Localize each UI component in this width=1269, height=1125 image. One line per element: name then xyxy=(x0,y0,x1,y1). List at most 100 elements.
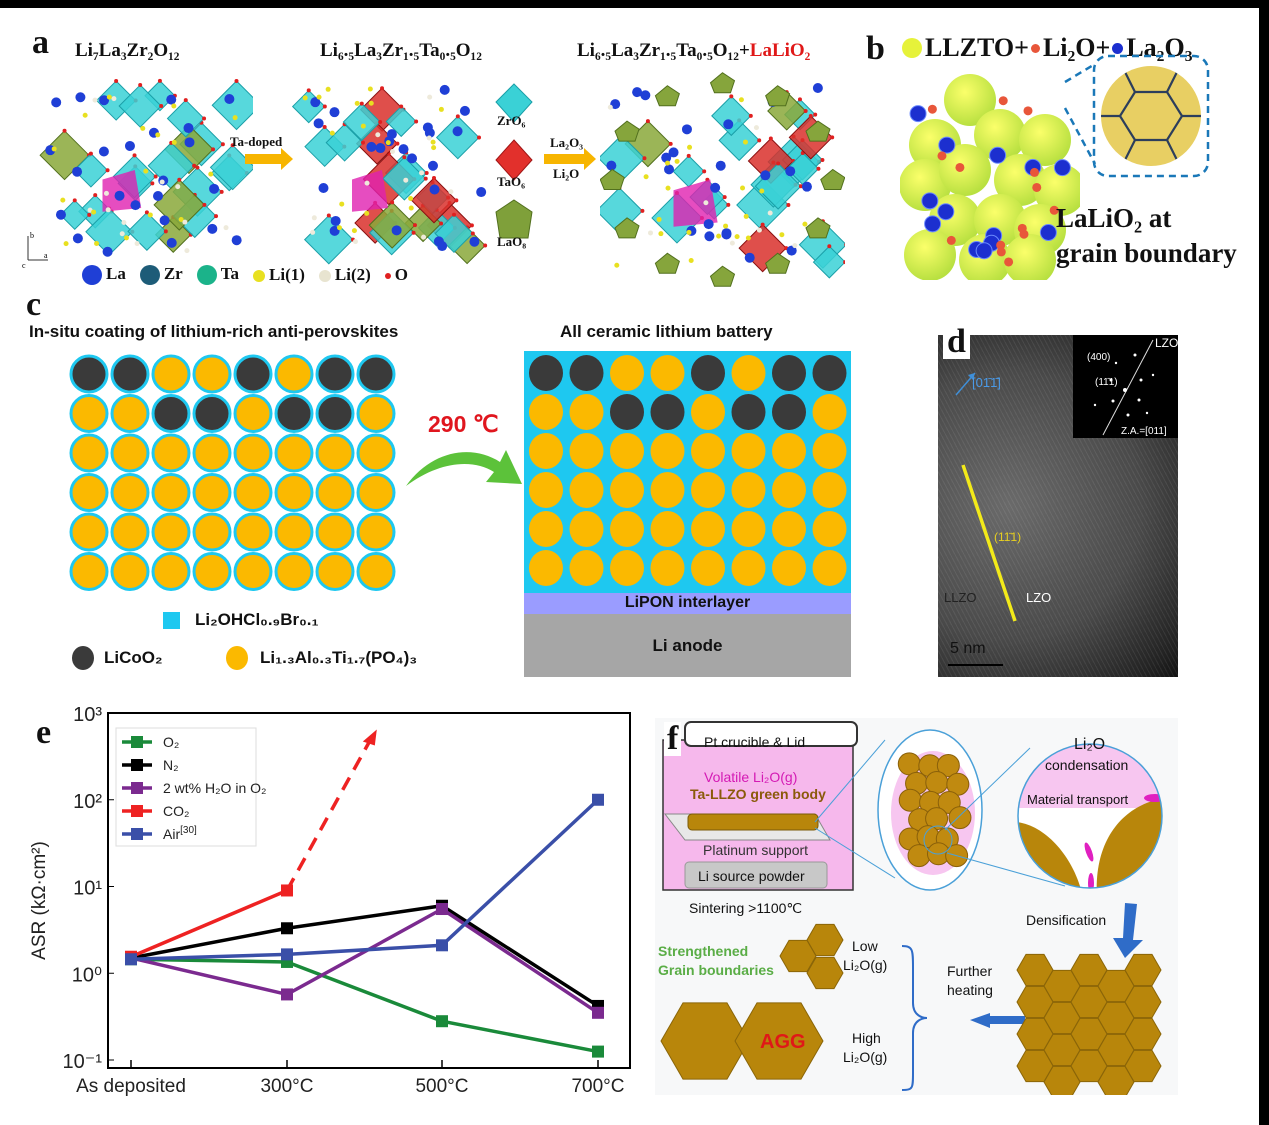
li-source-label: Li source powder xyxy=(698,868,805,884)
latp-particle xyxy=(731,472,766,508)
li2o-particle xyxy=(998,96,1008,106)
green-body-label: Ta-LLZO green body xyxy=(690,786,826,802)
li-atom xyxy=(779,232,785,238)
la-atom xyxy=(723,119,734,130)
li-atom xyxy=(119,231,125,237)
li-atom xyxy=(686,229,692,235)
latp-particle xyxy=(110,473,150,512)
lalio2-cluster xyxy=(765,85,791,107)
oxygen-atom xyxy=(159,104,164,109)
li2o-particle xyxy=(1004,257,1014,267)
licoo2-particle xyxy=(151,394,191,433)
li-atom xyxy=(716,233,722,239)
lalio2-caption-line2: grain boundary xyxy=(1056,238,1237,268)
licoo2-particle xyxy=(110,354,150,394)
latp-particle xyxy=(192,512,232,552)
la-atom xyxy=(715,160,726,171)
li-atom xyxy=(316,94,322,100)
high-li2o-line2: Li₂O(g) xyxy=(843,1049,888,1065)
y-tick-label: 10⁰ xyxy=(72,964,102,986)
li2o-particle xyxy=(996,247,1006,257)
series-line-2 xyxy=(130,906,599,1015)
oxygen-atom xyxy=(177,177,182,182)
oxygen-atom xyxy=(424,171,429,176)
scale-bar-label: 5 nm xyxy=(950,640,986,657)
li-atom xyxy=(403,177,409,183)
latp-particle xyxy=(731,550,766,586)
la-atom xyxy=(98,146,109,157)
crystal-structure-composite xyxy=(600,72,845,287)
data-point xyxy=(436,903,448,916)
polyhedra-key xyxy=(495,83,533,239)
li-atom xyxy=(106,94,112,100)
li-atom xyxy=(123,235,129,241)
strengthened-line1: Strengthened xyxy=(658,943,749,959)
sintered-particle-grid xyxy=(529,355,847,586)
li-atom xyxy=(427,94,433,100)
la-atom xyxy=(437,241,448,252)
latp-particle xyxy=(691,433,725,469)
polyhedron xyxy=(368,201,416,249)
li-atom xyxy=(614,262,620,268)
data-point xyxy=(281,922,293,935)
latp-particle xyxy=(529,472,563,508)
trend-arrow-line xyxy=(285,734,375,892)
la-atom xyxy=(760,170,771,181)
la-atom xyxy=(166,237,177,248)
particle-legend: LLZTO+ Li₂O+ La₂O₃ xyxy=(898,33,1193,63)
legend-marker xyxy=(131,782,143,794)
dense-grain xyxy=(1124,1049,1162,1083)
licoo2-particle xyxy=(731,394,766,430)
la-atom xyxy=(632,87,643,98)
latp-particle xyxy=(151,433,191,473)
latp-particle xyxy=(192,473,232,512)
la-atom xyxy=(606,160,617,171)
la-atom xyxy=(668,147,679,158)
latp-particle xyxy=(151,512,191,552)
lalio2-cluster xyxy=(709,265,736,287)
oxygen-atom xyxy=(138,83,143,88)
llzto-particle xyxy=(974,109,1026,161)
latp-particle xyxy=(610,472,644,508)
la-atom xyxy=(99,95,110,106)
li-atom xyxy=(656,216,662,222)
atom-legend-label: La xyxy=(106,264,126,283)
condensation-label-line1: Li₂O xyxy=(1074,736,1106,753)
oxygen-atom xyxy=(748,113,753,118)
li-atom xyxy=(111,96,117,102)
oxygen-atom xyxy=(830,135,835,140)
polyhedron xyxy=(385,105,417,138)
structure-title-llzto: Li₆.₅La₃Zr₁.₅Ta₀.₅O₁₂ xyxy=(320,40,482,61)
latp-particle xyxy=(610,355,644,391)
atom-swatch xyxy=(139,265,160,286)
li2o-particle xyxy=(1032,182,1042,192)
sintering-schematic xyxy=(660,721,1163,1095)
li-atom xyxy=(178,217,184,223)
atom-legend-label: Li(2) xyxy=(334,264,371,284)
li-atom xyxy=(729,240,735,246)
li-atom xyxy=(105,207,111,213)
latp-particle xyxy=(610,511,644,547)
structure-title-llzo: Li₇La₃Zr₂O₁₂ xyxy=(75,40,180,61)
li-atom xyxy=(367,86,373,92)
polyhedron xyxy=(673,179,718,227)
series-line-4 xyxy=(130,798,600,962)
data-point xyxy=(592,1045,604,1058)
li-atom xyxy=(448,189,454,195)
oxygen-atom xyxy=(144,210,149,215)
oxygen-atom xyxy=(645,119,650,124)
llzto-particle xyxy=(1004,234,1056,280)
y-tick-label: 10⁻¹ xyxy=(63,1051,103,1073)
legend-marker xyxy=(131,736,143,748)
latp-particle xyxy=(192,552,232,591)
oxygen-atom xyxy=(202,116,207,121)
latp-particle xyxy=(69,473,109,512)
oxygen-atom xyxy=(214,214,219,219)
la-atom xyxy=(159,215,170,226)
latp-particle xyxy=(192,354,232,394)
oxygen-atom xyxy=(439,221,444,226)
oxygen-atom xyxy=(726,202,731,207)
la2o3-particle xyxy=(1053,159,1071,177)
oxygen-atom xyxy=(360,140,365,145)
polyhedron xyxy=(435,115,480,160)
